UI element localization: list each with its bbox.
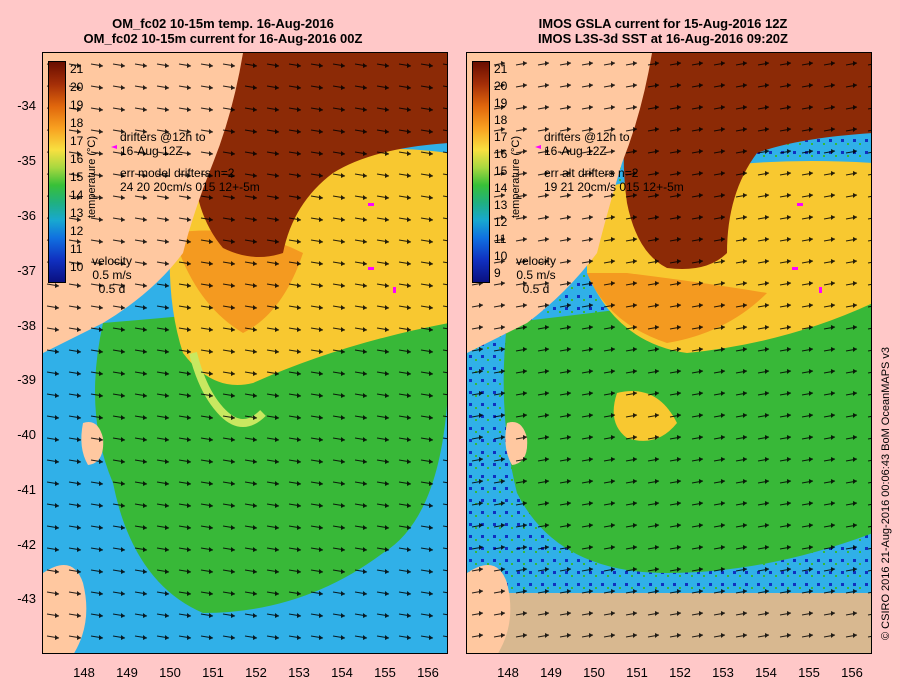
right-velocity-legend: velocity 0.5 m/s 0.5 d — [516, 254, 556, 296]
colorbar-tick: 21 — [70, 62, 84, 76]
y-tick-label: -38 — [17, 318, 36, 333]
colorbar-tick: 17 — [494, 130, 508, 144]
left-err-label: err model drifters n=2 24 20 20cm/s 015 … — [120, 166, 260, 194]
current-vectors — [43, 53, 447, 653]
velocity-label: velocity — [92, 254, 133, 268]
colorbar-tick: 12 — [494, 215, 508, 229]
velocity-speed: 0.5 m/s — [516, 268, 556, 282]
y-tick-label: -34 — [17, 98, 36, 113]
colorbar-tick: 19 — [70, 98, 84, 112]
x-tick-label: 153 — [288, 665, 310, 680]
x-tick-label: 148 — [73, 665, 95, 680]
x-tick-label: 155 — [374, 665, 396, 680]
colorbar-tick: 16 — [494, 147, 508, 161]
x-tick-label: 151 — [626, 665, 648, 680]
right-err-line1: err alt drifters n=2 — [544, 166, 639, 180]
current-vectors — [467, 53, 871, 653]
drifter-marker — [792, 267, 798, 270]
right-colorbar-unit: temperature (°C) — [510, 135, 522, 218]
x-tick-label: 152 — [245, 665, 267, 680]
right-map-svg — [467, 53, 871, 653]
left-colorbar — [48, 61, 66, 283]
left-drifter-label: drifters @12h to 16-Aug 12Z — [120, 130, 206, 158]
colorbar-tick: 12 — [70, 224, 84, 238]
velocity-speed: 0.5 m/s — [92, 268, 132, 282]
left-map-panel — [42, 52, 448, 654]
colorbar-tick: 21 — [494, 62, 508, 76]
left-colorbar-unit: temperature (°C) — [86, 135, 98, 218]
y-tick-label: -42 — [17, 537, 36, 552]
drifter-legend-marker — [535, 145, 541, 149]
colorbar-tick: 20 — [70, 80, 84, 94]
x-tick-label: 150 — [583, 665, 605, 680]
colorbar-tick: 14 — [494, 181, 508, 195]
y-tick-label: -43 — [17, 591, 36, 606]
x-tick-label: 148 — [497, 665, 519, 680]
left-panel-title: OM_fc02 10-15m temp. 16-Aug-2016 OM_fc02… — [8, 16, 438, 46]
y-tick-label: -35 — [17, 153, 36, 168]
colorbar-tick: 15 — [70, 170, 84, 184]
colorbar-tick: 9 — [494, 266, 501, 280]
right-drifter-label: drifters @12h to 16-Aug 12Z — [544, 130, 630, 158]
left-velocity-legend: velocity 0.5 m/s 0.5 d — [92, 254, 132, 296]
drifter-legend-marker — [111, 145, 117, 149]
right-map-panel — [466, 52, 872, 654]
right-err-line2: 19 21 20cm/s 015 12+-5m — [544, 180, 684, 194]
colorbar-tick: 18 — [70, 116, 84, 130]
right-title-line1: IMOS GSLA current for 15-Aug-2016 12Z — [538, 16, 788, 31]
colorbar-tick: 11 — [494, 232, 507, 246]
colorbar-tick: 10 — [70, 260, 84, 274]
y-tick-label: -37 — [17, 263, 36, 278]
right-drifter-line1: drifters @12h to — [544, 130, 630, 144]
drifter-marker — [368, 267, 374, 270]
left-title-line2: OM_fc02 10-15m current for 16-Aug-2016 0… — [83, 31, 363, 46]
y-tick-label: -36 — [17, 208, 36, 223]
colorbar-tick: 18 — [494, 113, 508, 127]
y-tick-label: -40 — [17, 427, 36, 442]
x-tick-label: 156 — [417, 665, 439, 680]
copyright-text: © CSIRO 2016 21-Aug-2016 00:06:43 BoM Oc… — [880, 346, 892, 640]
x-tick-label: 149 — [540, 665, 562, 680]
left-drifter-line2: 16-Aug 12Z — [120, 144, 183, 158]
colorbar-tick: 15 — [494, 164, 508, 178]
left-map-svg — [43, 53, 447, 653]
x-tick-label: 153 — [712, 665, 734, 680]
y-tick-label: -39 — [17, 372, 36, 387]
left-err-line1: err model drifters n=2 — [120, 166, 235, 180]
colorbar-tick: 20 — [494, 79, 508, 93]
velocity-duration: 0.5 d — [522, 282, 550, 296]
drifter-marker — [819, 287, 822, 293]
colorbar-tick: 13 — [70, 206, 84, 220]
left-title-line1: OM_fc02 10-15m temp. 16-Aug-2016 — [112, 16, 334, 31]
x-tick-label: 149 — [116, 665, 138, 680]
colorbar-tick: 17 — [70, 134, 84, 148]
x-tick-label: 155 — [798, 665, 820, 680]
colorbar-tick: 14 — [70, 188, 84, 202]
x-tick-label: 151 — [202, 665, 224, 680]
x-tick-label: 154 — [755, 665, 777, 680]
right-colorbar — [472, 61, 490, 283]
left-drifter-line1: drifters @12h to — [120, 130, 206, 144]
x-tick-label: 152 — [669, 665, 691, 680]
colorbar-tick: 13 — [494, 198, 508, 212]
drifter-marker — [368, 203, 374, 206]
left-err-line2: 24 20 20cm/s 015 12+-5m — [120, 180, 260, 194]
colorbar-tick: 19 — [494, 96, 508, 110]
colorbar-tick: 10 — [494, 249, 508, 263]
colorbar-tick: 11 — [70, 242, 83, 256]
right-err-label: err alt drifters n=2 19 21 20cm/s 015 12… — [544, 166, 684, 194]
y-tick-label: -41 — [17, 482, 36, 497]
drifter-marker — [797, 203, 803, 206]
x-tick-label: 154 — [331, 665, 353, 680]
x-tick-label: 156 — [841, 665, 863, 680]
right-title-line2: IMOS L3S-3d SST at 16-Aug-2016 09:20Z — [538, 31, 788, 46]
velocity-duration: 0.5 d — [98, 282, 126, 296]
velocity-label: velocity — [516, 254, 557, 268]
right-drifter-line2: 16-Aug 12Z — [544, 144, 607, 158]
right-panel-title: IMOS GSLA current for 15-Aug-2016 12Z IM… — [448, 16, 878, 46]
drifter-marker — [393, 287, 396, 293]
x-tick-label: 150 — [159, 665, 181, 680]
colorbar-tick: 16 — [70, 152, 84, 166]
